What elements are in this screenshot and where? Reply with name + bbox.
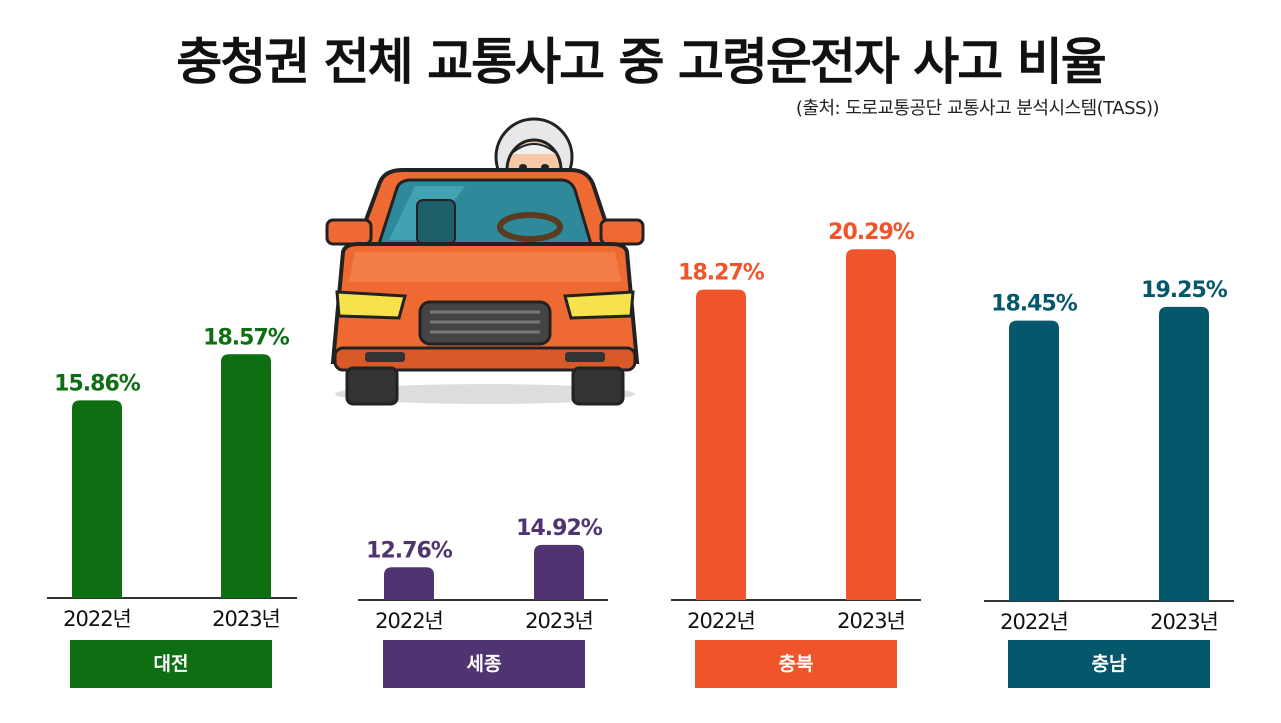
bar <box>1159 306 1209 601</box>
data-label: 18.57% <box>203 325 290 350</box>
data-label: 14.92% <box>516 516 603 541</box>
tick-label: 2023년 <box>525 609 593 633</box>
source-note: (출처: 도로교통공단 교통사고 분석시스템(TASS)) <box>795 98 1160 119</box>
tick-label: 2023년 <box>1150 610 1218 634</box>
bar <box>384 567 434 600</box>
chart-title: 충청권 전체 교통사고 중 고령운전자 사고 비율 <box>176 33 1106 91</box>
bar <box>846 249 896 600</box>
data-label: 18.27% <box>678 261 765 286</box>
data-label: 12.76% <box>366 538 453 563</box>
bar <box>534 544 584 600</box>
series-label: 대전 <box>70 640 272 688</box>
tick-label: 2023년 <box>837 609 905 633</box>
tick-label: 2023년 <box>212 607 280 631</box>
tick-label: 2022년 <box>687 609 755 633</box>
data-label: 18.45% <box>991 292 1078 317</box>
data-label: 15.86% <box>54 371 141 396</box>
data-label: 19.25% <box>1141 278 1228 303</box>
tick-label: 2022년 <box>375 609 443 633</box>
data-label: 20.29% <box>828 220 915 245</box>
bar <box>1009 320 1059 601</box>
tick-label: 2022년 <box>63 607 131 631</box>
bar <box>72 400 122 598</box>
bar <box>221 354 271 598</box>
tick-label: 2022년 <box>1000 610 1068 634</box>
series-label: 세종 <box>383 640 585 688</box>
series-label: 충남 <box>1008 640 1210 688</box>
bar <box>696 289 746 600</box>
elderly-driver-car-icon <box>325 117 645 406</box>
series-label: 충북 <box>695 640 897 688</box>
